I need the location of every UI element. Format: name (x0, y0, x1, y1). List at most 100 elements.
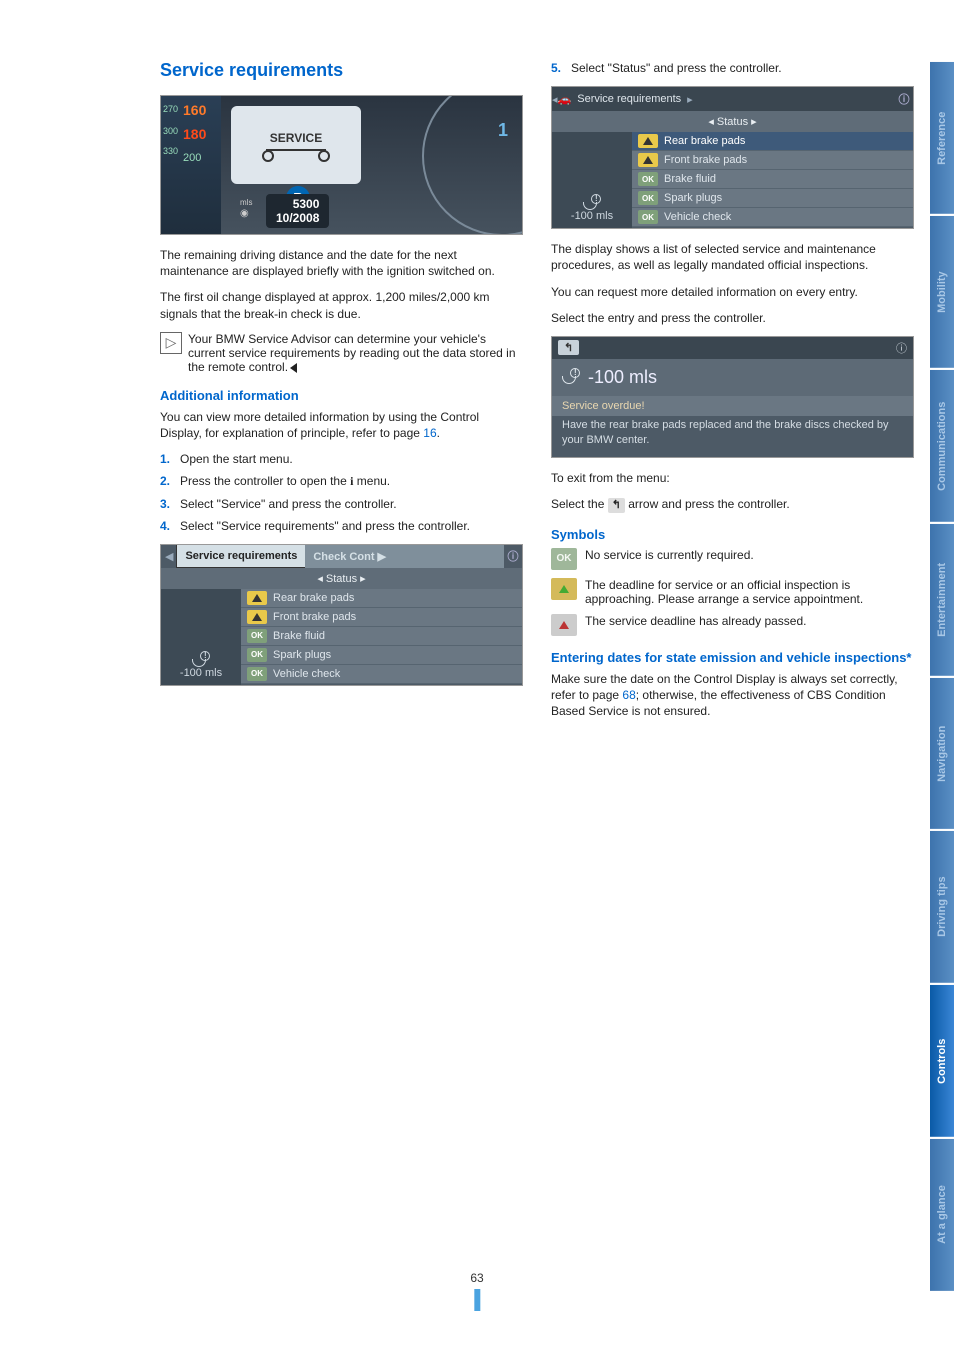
side-tab-communications[interactable]: Communications (930, 368, 954, 522)
menu-row-label: Brake fluid (273, 630, 325, 642)
status-summary: -100 mls (161, 589, 241, 685)
menu-row: OK Brake fluid (632, 170, 913, 189)
dates-heading: Entering dates for state emission and ve… (551, 650, 914, 665)
advisor-note: ▷ Your BMW Service Advisor can determine… (160, 332, 523, 374)
paragraph: Select the entry and press the controlle… (551, 310, 914, 326)
symbol-icon: OK (551, 548, 577, 570)
symbol-icon (551, 578, 577, 600)
symbol-text: The deadline for service or an official … (585, 578, 914, 606)
menu-row: Front brake pads (632, 151, 913, 170)
ok-badge-icon: OK (247, 648, 267, 662)
symbol-text: No service is currently required. (585, 548, 754, 562)
info-icon: ⓘ (895, 91, 913, 107)
step-item: 2.Press the controller to open the i men… (160, 473, 523, 489)
menu-row: OK Vehicle check (241, 665, 522, 684)
menu-row: OK Brake fluid (241, 627, 522, 646)
note-icon: ▷ (160, 332, 182, 354)
menu-row-label: Spark plugs (273, 649, 331, 661)
idrive-menu-figure-1: ◀ Service requirements Check Cont ▶ ⓘ ◂ … (160, 544, 523, 686)
step-item: 3.Select "Service" and press the control… (160, 496, 523, 512)
warning-badge-icon (247, 591, 267, 605)
menu-row: OK Spark plugs (241, 646, 522, 665)
page-ref-link[interactable]: 68 (622, 688, 635, 702)
menu-row: Rear brake pads (241, 589, 522, 608)
ok-badge-icon: OK (638, 172, 658, 186)
tab-service-req: Service requirements (177, 545, 305, 567)
paragraph: Make sure the date on the Control Displa… (551, 671, 914, 720)
service-dashboard-figure: 270 160 300 180 330 200 SERVICE R mls ◉ … (160, 95, 523, 235)
ok-badge-icon: OK (247, 667, 267, 681)
paragraph: You can request more detailed informatio… (551, 284, 914, 300)
side-tab-mobility[interactable]: Mobility (930, 214, 954, 368)
symbol-text: The service deadline has already passed. (585, 614, 806, 628)
menu-row-label: Brake fluid (664, 173, 716, 185)
left-column: Service requirements 270 160 300 180 330… (160, 60, 523, 729)
side-tab-driving-tips[interactable]: Driving tips (930, 829, 954, 983)
symbols-heading: Symbols (551, 527, 914, 542)
car-icon (266, 149, 326, 159)
back-arrow-icon: ↰ (558, 340, 579, 355)
steps-list-cont: 5.Select "Status" and press the controll… (551, 60, 914, 76)
side-tab-navigation[interactable]: Navigation (930, 676, 954, 830)
menu-row-label: Spark plugs (664, 192, 722, 204)
service-indicator-icon (192, 653, 210, 667)
symbol-icon (551, 614, 577, 636)
detail-text: Have the rear brake pads replaced and th… (552, 416, 913, 457)
service-indicator-icon (562, 370, 580, 384)
paragraph: The remaining driving distance and the d… (160, 247, 523, 279)
end-marker-icon (290, 363, 297, 373)
return-arrow-icon: ↰ (608, 498, 625, 513)
menu-row: Rear brake pads (632, 132, 913, 151)
idrive-detail-figure: ↰ ⓘ -100 mls Service overdue! Have the r… (551, 336, 914, 458)
menu-row-label: Rear brake pads (664, 135, 745, 147)
step-item: 5.Select "Status" and press the controll… (551, 60, 914, 76)
steps-list: 1.Open the start menu. 2.Press the contr… (160, 451, 523, 534)
side-tab-at-a-glance[interactable]: At a glance (930, 1137, 954, 1291)
i-menu-icon: i (350, 474, 353, 488)
paragraph: To exit from the menu: (551, 470, 914, 486)
menu-row: Front brake pads (241, 608, 522, 627)
warning-badge-icon (638, 134, 658, 148)
car-icon: 🚗 (558, 93, 572, 106)
right-column: 5.Select "Status" and press the controll… (551, 60, 914, 729)
warning-badge-icon (638, 153, 658, 167)
sub-tab-status: ◂ Status ▸ (552, 111, 913, 132)
paragraph: The display shows a list of selected ser… (551, 241, 914, 273)
symbol-entry: The deadline for service or an official … (551, 578, 914, 606)
service-indicator-icon (583, 196, 601, 210)
step-item: 1.Open the start menu. (160, 451, 523, 467)
step-item: 4.Select "Service requirements" and pres… (160, 518, 523, 534)
menu-row-label: Front brake pads (664, 154, 747, 166)
additional-info-heading: Additional information (160, 388, 523, 403)
tab-check-control: Check Cont ▶ (305, 545, 504, 568)
paragraph: The first oil change displayed at approx… (160, 289, 523, 321)
ok-badge-icon: OK (638, 191, 658, 205)
symbol-entry: The service deadline has already passed. (551, 614, 914, 636)
ok-badge-icon: OK (247, 629, 267, 643)
menu-row-label: Rear brake pads (273, 592, 354, 604)
nav-left-icon: ◀ (161, 550, 177, 563)
page-ref-link[interactable]: 16 (423, 426, 436, 440)
menu-row: OK Vehicle check (632, 208, 913, 227)
section-title: Service requirements (160, 60, 523, 81)
warning-line: Service overdue! (552, 396, 913, 416)
info-icon: ⓘ (896, 340, 907, 356)
service-box: SERVICE (231, 106, 361, 184)
mileage-date: mls ◉ 5300 10/2008 (266, 194, 329, 228)
side-tab-controls[interactable]: Controls (930, 983, 954, 1137)
side-tab-nav: ReferenceMobilityCommunicationsEntertain… (930, 60, 954, 1291)
menu-row-label: Vehicle check (273, 668, 340, 680)
paragraph: Select the ↰ arrow and press the control… (551, 496, 914, 513)
idrive-menu-figure-2: ◂ 🚗 Service requirements ▸ ⓘ ◂ Status ▸ … (551, 86, 914, 229)
warning-badge-icon (247, 610, 267, 624)
info-icon: ⓘ (504, 548, 522, 564)
side-tab-reference[interactable]: Reference (930, 60, 954, 214)
menu-row-label: Vehicle check (664, 211, 731, 223)
sub-tab-status: ◂ Status ▸ (161, 568, 522, 589)
ok-badge-icon: OK (638, 210, 658, 224)
status-summary: -100 mls (552, 132, 632, 228)
side-tab-entertainment[interactable]: Entertainment (930, 522, 954, 676)
menu-row: OK Spark plugs (632, 189, 913, 208)
menu-row-label: Front brake pads (273, 611, 356, 623)
page-number: 63 (470, 1271, 483, 1311)
